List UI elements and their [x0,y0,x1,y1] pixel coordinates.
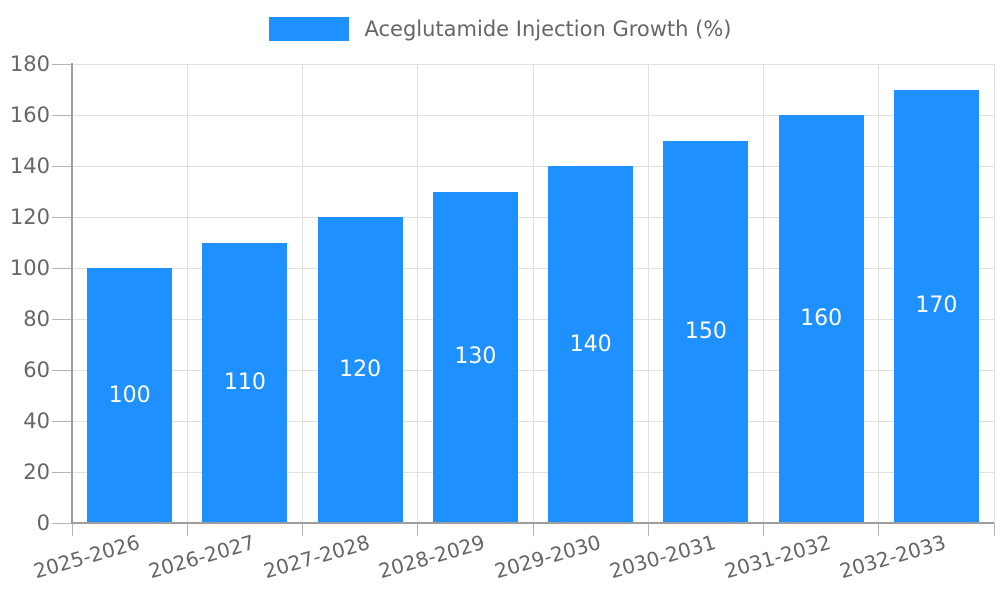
x-axis-category-label: 2031-2032 [722,530,834,584]
vertical-gridline [302,64,303,523]
legend[interactable]: Aceglutamide Injection Growth (%) [0,17,1000,41]
y-axis-tick [52,369,72,371]
y-axis-line [71,63,73,524]
x-axis-tick [532,523,534,536]
x-axis-category-label: 2030-2031 [606,530,719,584]
bar: 110 [202,242,288,523]
bar-value-label: 170 [915,293,958,319]
vertical-gridline [186,64,188,523]
x-axis-tick [993,523,995,536]
x-axis-line [71,522,994,524]
legend-swatch [268,17,349,41]
bar: 170 [893,89,979,523]
bar: 140 [548,166,634,523]
y-axis-tick [52,471,72,473]
y-axis-tick-label: 20 [23,459,50,484]
x-axis-category-label: 2027-2028 [261,530,373,584]
y-axis-tick [52,114,72,116]
vertical-gridline [532,64,534,523]
x-axis-tick [302,523,303,536]
vertical-gridline [878,64,880,523]
bar-value-label: 160 [800,306,843,331]
bar: 100 [87,268,173,523]
y-axis-tick-label: 80 [23,306,50,331]
y-axis-tick-label: 100 [9,255,50,280]
x-axis-category-label: 2026-2027 [145,530,258,584]
x-axis-tick [878,523,880,536]
bar-value-label: 130 [454,344,497,370]
bar: 150 [663,140,749,523]
x-axis-category-label: 2029-2030 [491,530,603,584]
vertical-gridline [417,64,419,523]
x-axis-tick [647,523,649,536]
x-axis-category-label: 2028-2029 [376,530,488,584]
x-axis-tick [763,523,764,536]
bar-value-label: 140 [569,331,612,357]
y-axis-tick-label: 160 [9,102,50,127]
y-axis-tick-label: 0 [36,510,50,535]
y-axis-tick [52,165,72,167]
x-axis-tick [417,523,419,536]
y-axis-tick [52,63,72,65]
y-axis-tick [52,522,72,524]
legend-label: Aceglutamide Injection Growth (%) [364,17,732,41]
y-axis-tick-label: 40 [23,408,50,433]
y-axis-tick [52,318,72,320]
x-axis-category-label: 2032-2033 [837,530,949,584]
bar: 160 [778,115,864,523]
bar-value-label: 150 [684,318,727,344]
x-axis-tick [186,523,188,536]
vertical-gridline [763,64,764,523]
vertical-gridline [647,64,649,523]
y-axis-tick-label: 60 [23,357,50,382]
y-axis-tick [52,216,72,218]
bar: 120 [317,217,403,523]
bar: 130 [432,191,518,523]
x-axis-tick [71,523,73,536]
y-axis-tick [52,420,72,422]
bar-value-label: 100 [108,382,151,408]
y-axis-tick-label: 120 [9,204,50,229]
y-axis-tick [52,267,72,269]
y-axis-tick-label: 140 [9,153,50,178]
vertical-gridline [993,64,995,523]
bar-value-label: 120 [339,357,382,382]
y-axis-tick-label: 180 [9,51,50,76]
bar-value-label: 110 [223,369,266,395]
x-axis-category-label: 2025-2026 [30,530,142,584]
